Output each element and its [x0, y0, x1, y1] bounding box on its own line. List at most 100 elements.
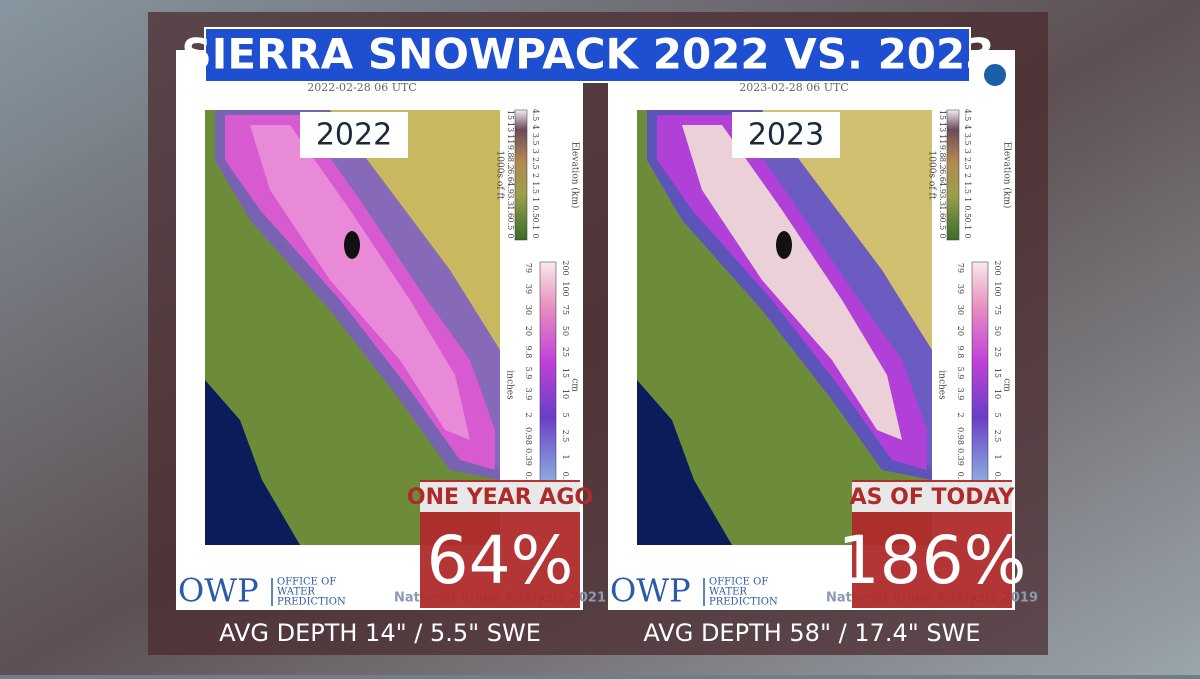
map-ocean: [205, 380, 300, 545]
logo-line: WATER: [709, 587, 747, 598]
legend-tick-label: 3.5: [531, 133, 540, 146]
map-header: 2022-02-28 06 UTC: [307, 81, 416, 94]
legend-tick-label: 25: [561, 347, 570, 357]
legend-tick-label: 9.8: [506, 145, 515, 158]
legend-tick-label: 0.5: [531, 205, 540, 218]
legend-tick-label: 3: [531, 149, 540, 154]
legend-tick-label: 1: [561, 454, 570, 459]
legend-tick-label: 39: [956, 284, 965, 294]
logo-line: WATER: [277, 587, 315, 598]
legend-tick-label: 4.5: [531, 109, 540, 122]
legend-tick-label: 5: [993, 412, 1002, 417]
legend-tick-label: 4.9: [506, 181, 515, 194]
legend-tick-label: 5.9: [524, 367, 533, 380]
legend-tick-label: 30: [956, 305, 965, 315]
legend-tick-label: 1: [531, 197, 540, 202]
legend-tick-label: 20: [956, 326, 965, 336]
legend-tick-label: 4: [963, 125, 972, 130]
noaa-logo: [982, 62, 1008, 88]
legend-tick-label: 3.3: [938, 193, 947, 206]
legend-tick-label: 11: [506, 134, 515, 144]
legend-tick-label: 50: [561, 326, 570, 336]
legend-tick-label: 2: [963, 173, 972, 178]
legend-tick-label: 0.5: [993, 472, 1002, 485]
panel: 2023-02-28 06 UTC 2023 1000s of ft Elevatio…: [608, 50, 1038, 647]
legend-tick-label: 39: [524, 284, 533, 294]
map-snow-core: [682, 125, 902, 440]
snow-cm-label: cm: [570, 378, 580, 392]
legend-tick-label: 1: [963, 197, 972, 202]
legend-tick-label: 0.5: [506, 218, 515, 231]
map-lake: [344, 231, 360, 259]
legend-tick-label: 200: [993, 260, 1002, 275]
legend-tick-label: 0: [938, 233, 947, 238]
elevation-scale: [514, 109, 528, 241]
legend-tick-label: 0.2: [524, 472, 533, 485]
legend-tick-label: 50: [993, 326, 1002, 336]
legend-tick-label: 6.6: [938, 169, 947, 182]
legend-tick-label: 0: [963, 233, 972, 238]
legend-tick-label: 9.8: [956, 346, 965, 359]
snow-scale: [971, 261, 989, 485]
elevation-ft-label: 1000s of ft: [927, 151, 937, 200]
map-lake: [776, 231, 792, 259]
logo-short: OWP: [178, 572, 259, 610]
map-header: 2023-02-28 06 UTC: [739, 81, 848, 94]
legend-tick-label: 75: [561, 305, 570, 315]
logo-line: OFFICE OF: [709, 577, 768, 588]
title-box: [204, 27, 971, 83]
legend-tick-label: 5: [561, 412, 570, 417]
legend-tick-label: 15: [938, 110, 947, 120]
legend-tick-label: 8.2: [506, 157, 515, 170]
legend-tick-label: 0.39: [956, 448, 965, 466]
legend-tick-label: 15: [506, 110, 515, 120]
legend-tick-label: 25: [993, 347, 1002, 357]
footer: AVG DEPTH 58" / 17.4" SWE: [643, 619, 980, 647]
legend-tick-label: 0.5: [963, 205, 972, 218]
year-label: 2023: [748, 118, 824, 153]
badge-label: ONE YEAR AGO: [407, 485, 593, 510]
legend-tick-label: 0.98: [524, 427, 533, 445]
legend-tick-label: 0: [531, 233, 540, 238]
map-snow-core: [250, 125, 470, 440]
elevation-km-label: Elevation (km): [1002, 142, 1013, 209]
legend-tick-label: 6.6: [506, 169, 515, 182]
legend-tick-label: 5.9: [956, 367, 965, 380]
year-box: [732, 112, 840, 158]
year-label: 2022: [316, 118, 392, 153]
legend-tick-label: 1.6: [506, 205, 515, 218]
legend-tick-label: 20: [524, 326, 533, 336]
legend-tick-label: 3.9: [524, 388, 533, 401]
legend-tick-label: 2.5: [993, 430, 1002, 443]
legend-tick-label: 4.5: [963, 109, 972, 122]
footer: AVG DEPTH 14" / 5.5" SWE: [219, 619, 541, 647]
legend-tick-label: 13: [506, 122, 515, 132]
legend-tick-label: 0.1: [963, 218, 972, 231]
legend-tick-label: 0.1: [531, 218, 540, 231]
legend-tick-label: 3.5: [963, 133, 972, 146]
legend-tick-label: 2.5: [531, 157, 540, 170]
legend-tick-label: 200: [561, 260, 570, 275]
legend-tick-label: 0: [506, 233, 515, 238]
legend-tick-label: 15: [993, 368, 1002, 378]
legend-tick-label: 0.5: [938, 218, 947, 231]
legend-tick-label: 79: [524, 263, 533, 273]
legend-tick-label: 11: [938, 134, 947, 144]
logo-short: OWP: [610, 572, 691, 610]
logo-line: PREDICTION: [277, 597, 346, 608]
legend-tick-label: 30: [524, 305, 533, 315]
legend-tick-label: 1: [993, 454, 1002, 459]
legend-tick-label: 79: [956, 263, 965, 273]
legend-tick-label: 0.2: [956, 472, 965, 485]
legend-tick-label: 2: [531, 173, 540, 178]
snow-scale: [539, 261, 557, 485]
legend-tick-label: 9.8: [938, 145, 947, 158]
legend-tick-label: 100: [561, 281, 570, 296]
legend-tick-label: 2.5: [561, 430, 570, 443]
legend-tick-label: 2: [956, 412, 965, 417]
legend-tick-label: 10: [561, 389, 570, 399]
legend-tick-label: 0.5: [561, 472, 570, 485]
